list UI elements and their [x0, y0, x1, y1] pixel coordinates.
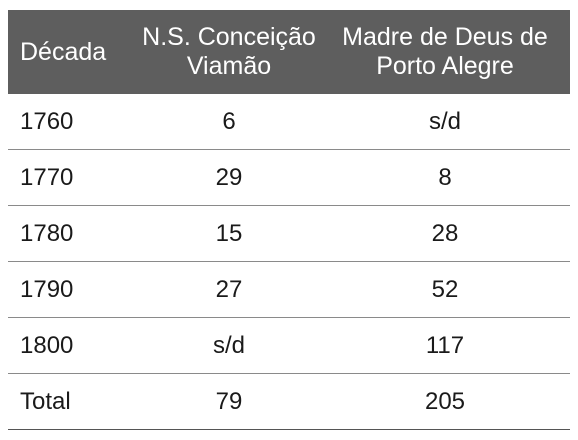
table-header: Década N.S. Conceição Viamão Madre de De… — [8, 10, 570, 94]
table-row: 1790 27 52 — [8, 261, 570, 318]
cell-decade: 1760 — [8, 94, 138, 150]
table-row-total: Total 79 205 — [8, 373, 570, 430]
data-table-container: Década N.S. Conceição Viamão Madre de De… — [8, 10, 570, 430]
header-porto-alegre: Madre de Deus de Porto Alegre — [320, 10, 570, 94]
table-row: 1770 29 8 — [8, 149, 570, 206]
cell-viamao: s/d — [138, 317, 320, 374]
header-decade: Década — [8, 10, 138, 94]
data-table: Década N.S. Conceição Viamão Madre de De… — [8, 10, 570, 430]
header-porto-alegre-line2: Porto Alegre — [376, 52, 514, 80]
header-viamao-line2: Viamão — [186, 52, 272, 80]
cell-total-viamao: 79 — [138, 373, 320, 430]
cell-viamao: 27 — [138, 261, 320, 318]
table-row: 1760 6 s/d — [8, 94, 570, 150]
header-viamao: N.S. Conceição Viamão — [138, 10, 320, 94]
cell-total-porto-alegre: 205 — [320, 373, 570, 430]
cell-porto-alegre: s/d — [320, 94, 570, 150]
cell-decade: 1770 — [8, 149, 138, 206]
cell-porto-alegre: 52 — [320, 261, 570, 318]
cell-decade: 1780 — [8, 205, 138, 262]
cell-decade: 1790 — [8, 261, 138, 318]
table-row: 1780 15 28 — [8, 205, 570, 262]
header-porto-alegre-line1: Madre de Deus de — [342, 23, 548, 51]
cell-porto-alegre: 8 — [320, 149, 570, 206]
cell-viamao: 29 — [138, 149, 320, 206]
header-decade-label: Década — [20, 37, 107, 66]
cell-porto-alegre: 28 — [320, 205, 570, 262]
header-row: Década N.S. Conceição Viamão Madre de De… — [8, 10, 570, 94]
cell-total-label: Total — [8, 373, 138, 430]
table-row: 1800 s/d 117 — [8, 317, 570, 374]
cell-viamao: 15 — [138, 205, 320, 262]
table-body: 1760 6 s/d 1770 29 8 1780 15 28 1790 27 … — [8, 94, 570, 430]
header-viamao-line1: N.S. Conceição — [142, 23, 316, 51]
cell-viamao: 6 — [138, 94, 320, 150]
cell-porto-alegre: 117 — [320, 317, 570, 374]
cell-decade: 1800 — [8, 317, 138, 374]
